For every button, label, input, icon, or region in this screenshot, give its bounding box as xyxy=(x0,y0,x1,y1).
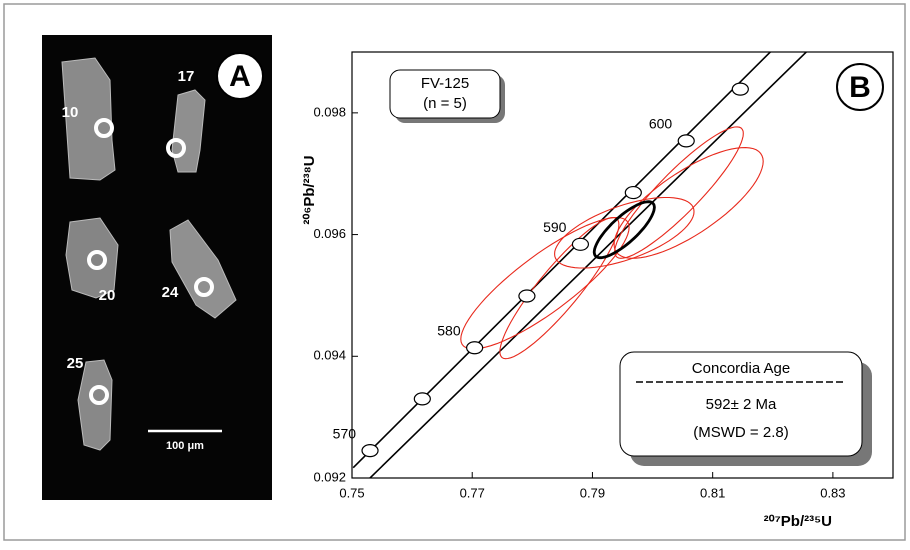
sample-name: FV-125 xyxy=(421,75,469,92)
age-marker xyxy=(414,393,430,405)
age-marker xyxy=(678,135,694,147)
grain-label: 17 xyxy=(178,68,195,85)
x-tick-label: 0.75 xyxy=(339,485,364,500)
age-label: 570 xyxy=(333,425,357,441)
grain-label: 25 xyxy=(67,355,84,372)
x-axis-label: ²⁰⁷Pb/²³⁵U xyxy=(764,513,832,530)
age-marker xyxy=(732,83,748,95)
age: 592± 2 Ma xyxy=(706,396,777,413)
figure: A 10 17 20 24 25 100 μm B FV-125 (n = 5)… xyxy=(0,0,910,545)
x-tick-label: 0.81 xyxy=(700,485,725,500)
y-tick-label: 0.098 xyxy=(313,104,346,119)
y-tick-label: 0.096 xyxy=(313,226,346,241)
x-tick-label: 0.79 xyxy=(580,485,605,500)
grain-label: 10 xyxy=(62,104,79,121)
age-box-title: Concordia Age xyxy=(692,360,790,377)
age-label: 590 xyxy=(543,219,567,235)
grain-label: 24 xyxy=(162,284,179,301)
zircon xyxy=(78,360,112,450)
x-tick-label: 0.77 xyxy=(460,485,485,500)
age-marker xyxy=(572,238,588,250)
mswd: (MSWD = 2.8) xyxy=(693,424,788,441)
grain-label: 20 xyxy=(99,287,116,304)
y-tick-label: 0.092 xyxy=(313,469,346,484)
sample-count: (n = 5) xyxy=(423,95,467,112)
age-marker xyxy=(362,445,378,457)
age-marker xyxy=(625,187,641,199)
y-axis-label: ²⁰⁶Pb/²³⁸U xyxy=(301,155,318,224)
age-marker xyxy=(467,342,483,354)
x-tick-label: 0.83 xyxy=(820,485,845,500)
y-tick-label: 0.094 xyxy=(313,348,346,363)
age-label: 580 xyxy=(437,322,461,338)
age-label: 600 xyxy=(649,116,673,132)
scale-bar-label: 100 μm xyxy=(166,440,204,452)
age-marker xyxy=(519,290,535,302)
panel-a: A 10 17 20 24 25 100 μm xyxy=(42,35,272,500)
panel-label: A xyxy=(229,60,251,93)
panel-label: B xyxy=(849,71,871,104)
